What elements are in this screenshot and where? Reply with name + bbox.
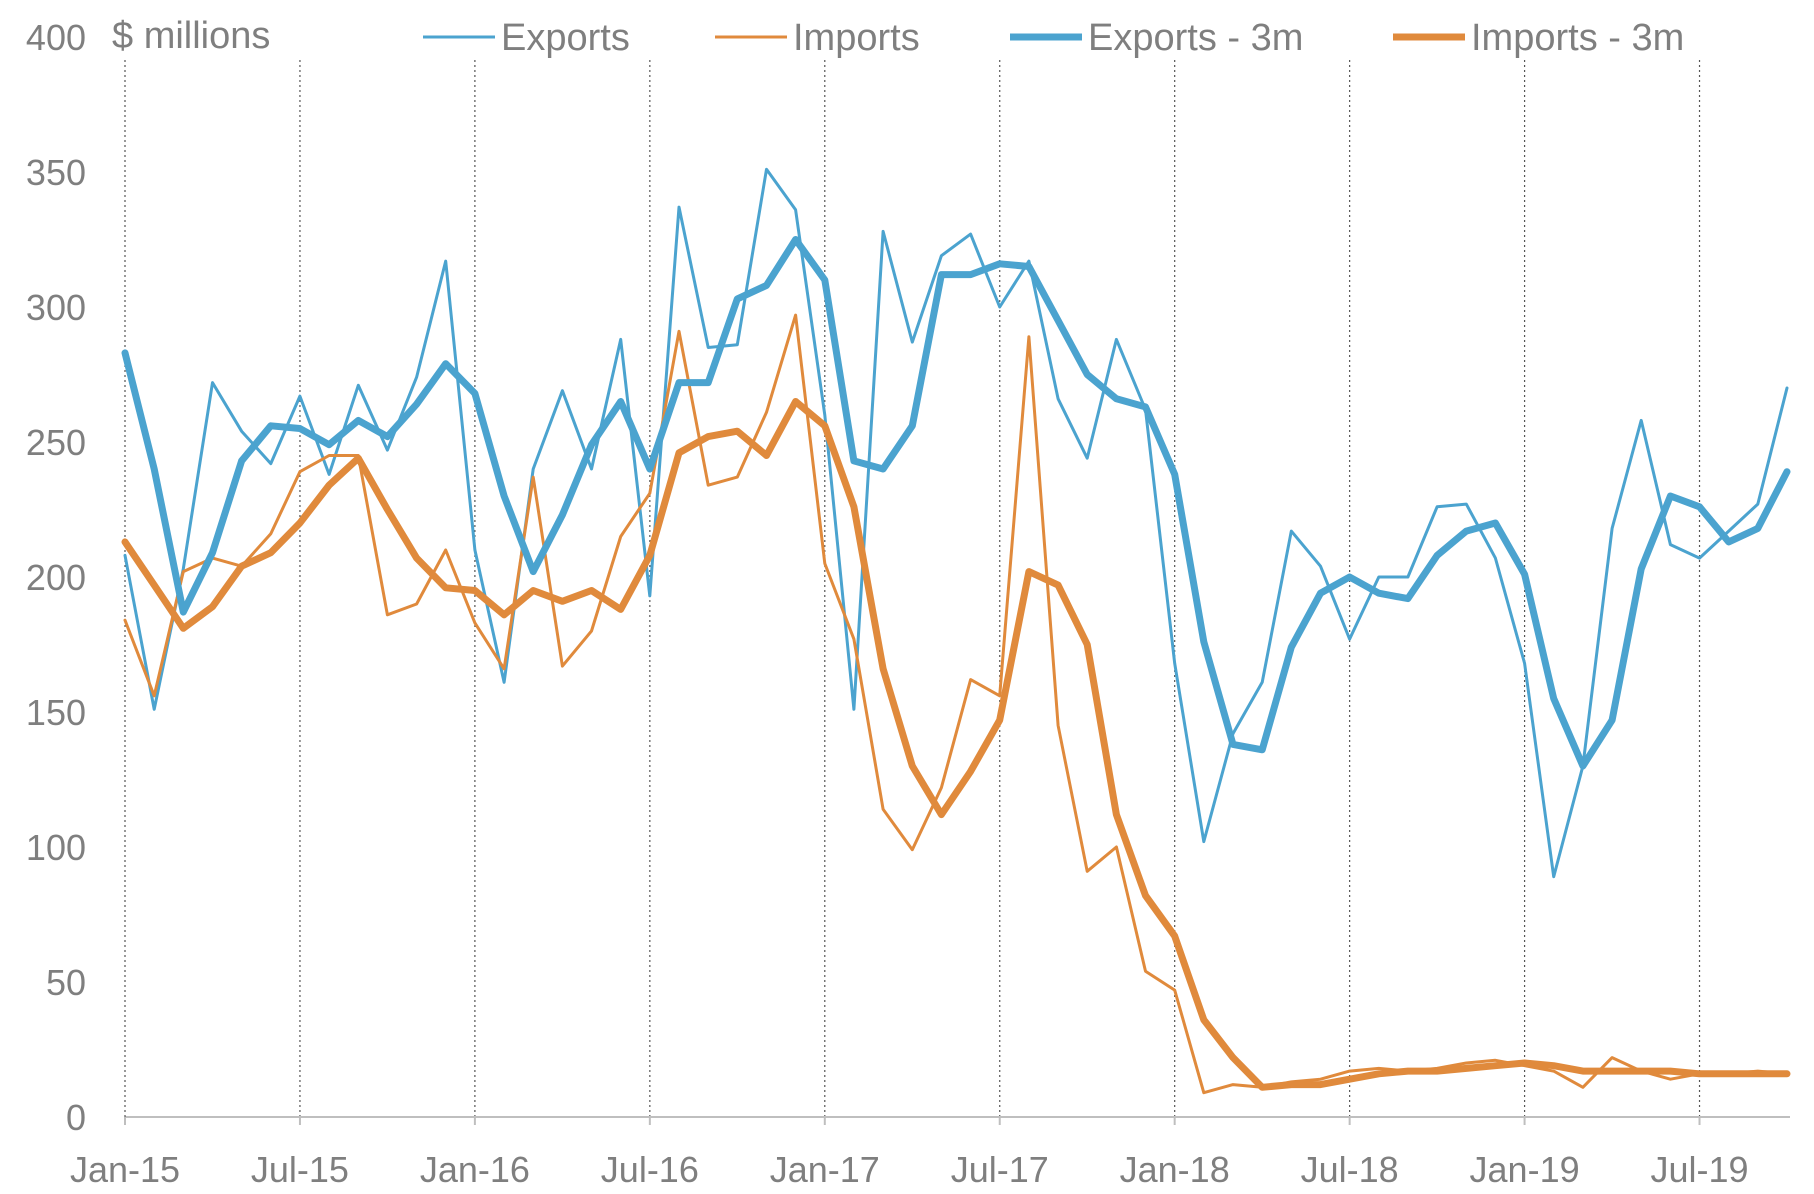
legend-label-imports: Imports (793, 17, 920, 59)
vertical-gridlines (299, 60, 1701, 1117)
y-tick-label-100: 100 (26, 827, 86, 868)
y-tick-label-350: 350 (26, 152, 86, 193)
legend-label-imports-3m: Imports - 3m (1471, 17, 1684, 59)
x-tick-label-Jul-16: Jul-16 (601, 1149, 699, 1190)
series-line-exports (123, 167, 1789, 879)
x-tick-label-Jan-16: Jan-16 (420, 1149, 530, 1190)
x-axis-ticks: Jan-15 Jul-15 Jan-16 Jul-16 Jan-17 Jul-17 Jan-… (70, 1149, 1749, 1190)
x-tick-label-Jan-17: Jan-17 (770, 1149, 880, 1190)
y-tick-label-50: 50 (46, 962, 86, 1003)
x-tick-label-Jan-15: Jan-15 (70, 1149, 180, 1190)
x-tick-label-Jan-19: Jan-19 (1470, 1149, 1580, 1190)
y-tick-label-150: 150 (26, 692, 86, 733)
y-tick-label-250: 250 (26, 422, 86, 463)
y-axis-label: $ millions (112, 15, 270, 57)
x-tick-label-Jul-15: Jul-15 (251, 1149, 349, 1190)
legend-label-exports: Exports (501, 17, 630, 59)
y-tick-label-400: 400 (26, 17, 86, 58)
legend-label-exports-3m: Exports - 3m (1088, 17, 1303, 59)
y-tick-label-200: 200 (26, 557, 86, 598)
x-tick-label-Jan-18: Jan-18 (1120, 1149, 1230, 1190)
x-tick-label-Jul-17: Jul-17 (951, 1149, 1049, 1190)
y-axis-ticks: 0 50 100 150 200 250 300 350 400 (26, 17, 86, 1138)
series-line-exports-3m (121, 236, 1791, 770)
x-tick-label-Jul-19: Jul-19 (1650, 1149, 1748, 1190)
series-line-imports-3m (121, 398, 1791, 1091)
x-tick-label-Jul-18: Jul-18 (1301, 1149, 1399, 1190)
series-lines (121, 167, 1791, 1095)
y-tick-label-0: 0 (66, 1097, 86, 1138)
x-axis (124, 60, 1790, 1125)
y-tick-label-300: 300 (26, 287, 86, 328)
legend: Exports Imports Exports - 3m Imports - 3m (423, 17, 1684, 59)
